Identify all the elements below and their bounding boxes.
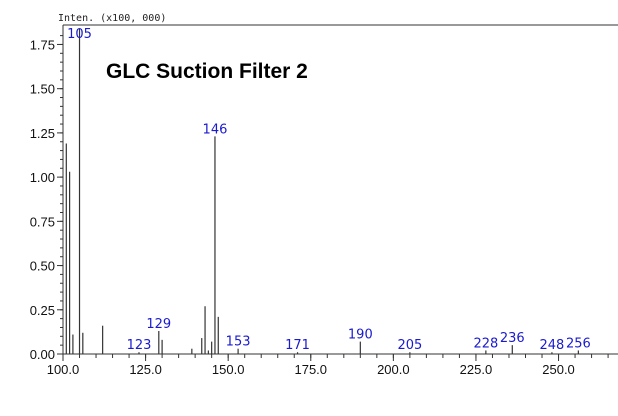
chart-title: GLC Suction Filter 2 bbox=[106, 60, 308, 83]
y-tick-label: 1.25 bbox=[30, 126, 55, 141]
peak-label: 248 bbox=[540, 338, 565, 353]
peak-label: 105 bbox=[67, 27, 92, 42]
y-tick-label: 1.75 bbox=[30, 37, 55, 52]
x-tick-label: 100.0 bbox=[47, 362, 80, 377]
x-tick-label: 250.0 bbox=[542, 362, 575, 377]
peak-label: 123 bbox=[127, 338, 152, 353]
y-axis-label: Inten. (x100, 000) bbox=[58, 13, 166, 24]
peak-label: 153 bbox=[226, 335, 251, 350]
peak-label: 205 bbox=[397, 338, 422, 353]
y-tick-label: 0.00 bbox=[30, 347, 55, 362]
peak-label: 129 bbox=[146, 317, 171, 332]
peak-label: 228 bbox=[473, 336, 498, 351]
peak-label: 171 bbox=[285, 338, 310, 353]
y-tick-label: 1.50 bbox=[30, 82, 55, 97]
peak-label: 146 bbox=[203, 122, 228, 137]
peak-label: 236 bbox=[500, 331, 525, 346]
y-tick-label: 1.00 bbox=[30, 170, 55, 185]
x-tick-label: 125.0 bbox=[129, 362, 162, 377]
peak-label: 256 bbox=[566, 336, 591, 351]
x-tick-label: 200.0 bbox=[377, 362, 410, 377]
x-tick-label: 175.0 bbox=[294, 362, 327, 377]
x-tick-label: 225.0 bbox=[460, 362, 493, 377]
y-tick-label: 0.50 bbox=[30, 259, 55, 274]
peak-label: 190 bbox=[348, 328, 373, 343]
y-tick-label: 0.75 bbox=[30, 214, 55, 229]
y-tick-label: 0.25 bbox=[30, 303, 55, 318]
x-tick-label: 150.0 bbox=[212, 362, 245, 377]
